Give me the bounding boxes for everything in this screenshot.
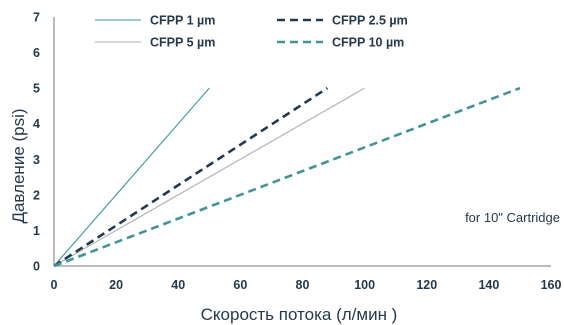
y-tick-label: 2 — [33, 188, 40, 202]
series-line — [53, 87, 365, 267]
x-tick-label: 120 — [416, 278, 437, 292]
legend: CFPP 1 µm CFPP 2.5 µm CFPP 5 µm CFPP 10 µm — [95, 14, 408, 50]
y-axis-title: Давление (psi) — [9, 108, 28, 223]
series-line — [53, 87, 210, 267]
y-tick-label: 0 — [33, 260, 40, 274]
x-axis-title: Скорость потока (л/мин ) — [201, 305, 398, 324]
x-tick-label: 140 — [478, 278, 499, 292]
series-line — [53, 86, 521, 268]
legend-label: CFPP 1 µm — [150, 14, 215, 28]
x-tick-label: 0 — [51, 278, 58, 292]
y-tick-label: 3 — [33, 153, 40, 167]
x-tick-label: 20 — [109, 278, 123, 292]
x-tick-label: 40 — [171, 278, 185, 292]
y-tick-label: 5 — [33, 82, 40, 96]
x-tick-label: 160 — [541, 278, 562, 292]
cartridge-note: for 10" Cartridge — [465, 210, 560, 225]
legend-label: CFPP 10 µm — [332, 36, 404, 50]
y-tick-label: 1 — [33, 224, 40, 238]
x-tick-label: 80 — [296, 278, 310, 292]
axes — [53, 17, 551, 267]
legend-label: CFPP 2.5 µm — [332, 14, 408, 28]
x-tick-label: 60 — [233, 278, 247, 292]
legend-label: CFPP 5 µm — [150, 36, 215, 50]
y-tick-label: 4 — [33, 117, 40, 131]
tick-labels: 0 20 40 60 80 100 120 140 160 0 1 2 3 4 5 6 7 — [33, 11, 561, 293]
x-tick-label: 100 — [354, 278, 375, 292]
series-lines — [53, 86, 521, 268]
series-line — [53, 87, 329, 268]
y-tick-label: 7 — [33, 11, 40, 25]
y-tick-label: 6 — [33, 46, 40, 60]
